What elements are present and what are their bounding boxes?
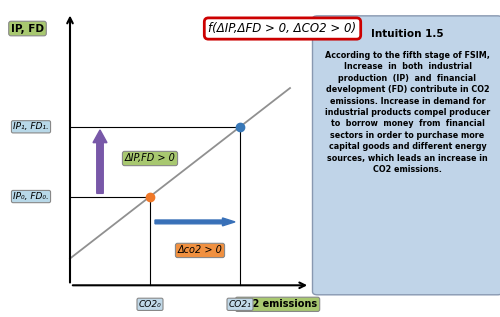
Text: Intuition 1.5: Intuition 1.5 <box>371 29 444 39</box>
Text: ΔIP,FD > 0: ΔIP,FD > 0 <box>124 153 176 164</box>
FancyBboxPatch shape <box>312 16 500 295</box>
Text: IP₁, FD₁.: IP₁, FD₁. <box>13 122 49 131</box>
Text: CO2₁: CO2₁ <box>228 300 252 309</box>
Text: IP, FD: IP, FD <box>11 23 44 34</box>
Text: f(ΔIP,ΔFD > 0, ΔCO2 > 0): f(ΔIP,ΔFD > 0, ΔCO2 > 0) <box>208 22 356 35</box>
Text: CO2 emissions: CO2 emissions <box>238 299 318 309</box>
Text: IP₀, FD₀.: IP₀, FD₀. <box>13 192 49 201</box>
Text: CO2₀: CO2₀ <box>138 300 162 309</box>
Text: Δco2 > 0: Δco2 > 0 <box>178 245 222 256</box>
FancyArrow shape <box>155 218 235 226</box>
Text: According to the fifth stage of FSIM,
Increase  in  both  industrial
production : According to the fifth stage of FSIM, In… <box>325 51 490 174</box>
FancyArrow shape <box>93 130 107 193</box>
